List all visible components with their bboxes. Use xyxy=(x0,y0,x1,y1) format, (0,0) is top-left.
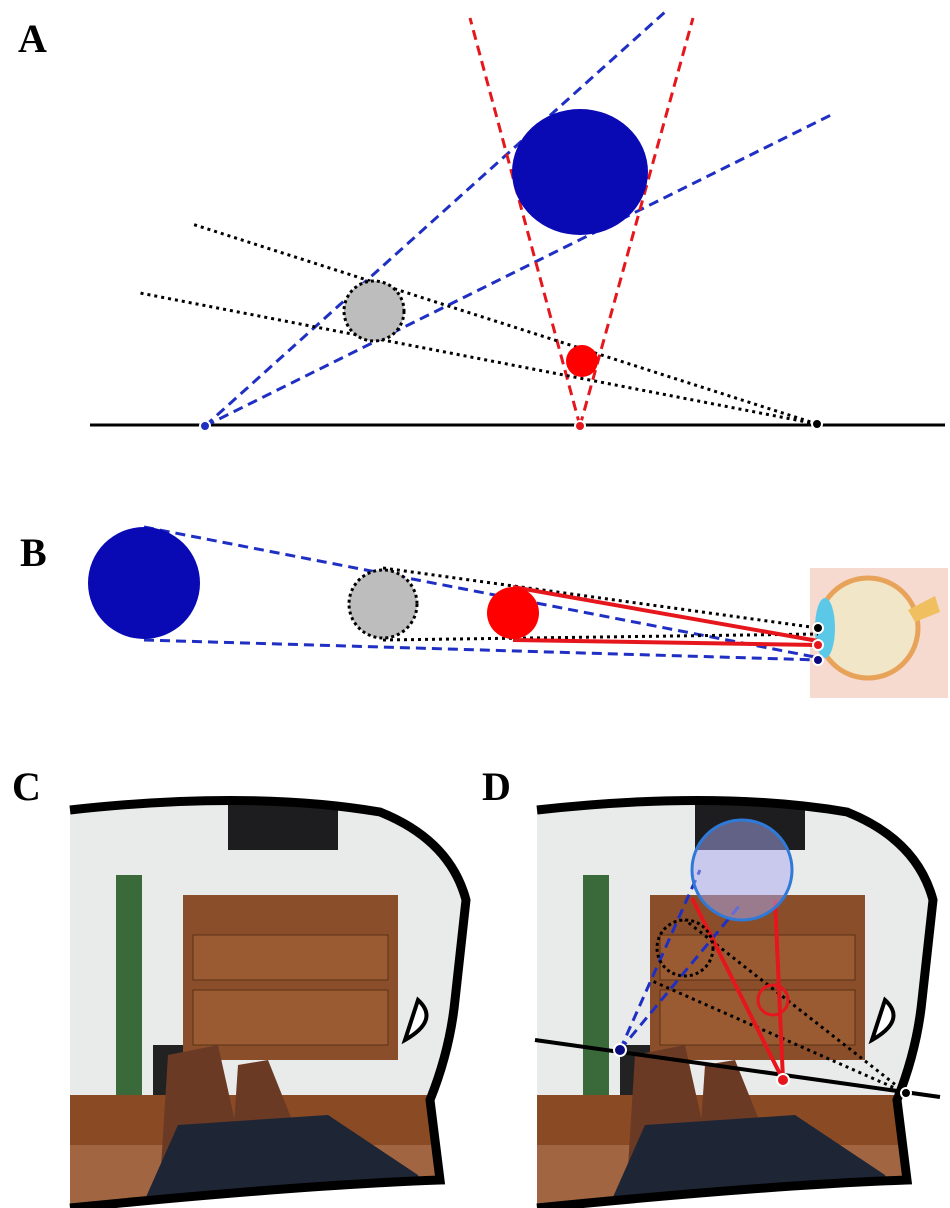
panel-a xyxy=(90,12,945,431)
panel-label: B xyxy=(20,530,47,575)
panel-b xyxy=(88,527,948,698)
panel-label: C xyxy=(12,764,41,809)
figure: A B C D xyxy=(0,0,950,1208)
panel-c-photo xyxy=(68,795,488,1208)
panel-label: A xyxy=(18,16,47,61)
panel-d-photo xyxy=(535,795,950,1208)
panel-label: D xyxy=(482,764,511,809)
